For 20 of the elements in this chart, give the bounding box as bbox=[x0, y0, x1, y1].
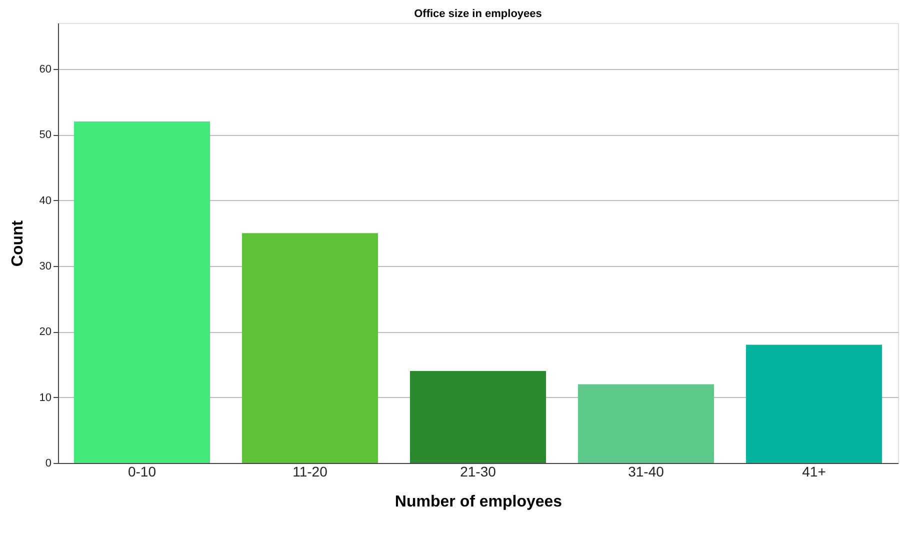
x-tick-label: 0-10 bbox=[128, 464, 156, 480]
y-axis-title: Count bbox=[9, 220, 26, 267]
x-tick-label: 31-40 bbox=[628, 464, 664, 480]
y-tick-label: 30 bbox=[39, 260, 52, 272]
bar bbox=[74, 122, 210, 463]
y-tick-label: 10 bbox=[39, 392, 52, 404]
x-tick-label: 21-30 bbox=[460, 464, 496, 480]
x-tick-label: 41+ bbox=[802, 464, 826, 480]
y-tick-label: 0 bbox=[45, 458, 52, 470]
bar bbox=[410, 371, 546, 463]
y-tick-label: 50 bbox=[39, 129, 52, 142]
bar bbox=[746, 344, 882, 463]
x-tick-label: 11-20 bbox=[292, 464, 328, 480]
bar bbox=[242, 233, 378, 463]
y-tick-label: 40 bbox=[39, 194, 52, 207]
bar bbox=[578, 384, 714, 463]
x-axis-title: Number of employees bbox=[394, 494, 562, 510]
chart-title: Office size in employees bbox=[414, 8, 542, 20]
y-tick-label: 60 bbox=[39, 63, 52, 76]
y-tick-label: 20 bbox=[39, 326, 52, 338]
